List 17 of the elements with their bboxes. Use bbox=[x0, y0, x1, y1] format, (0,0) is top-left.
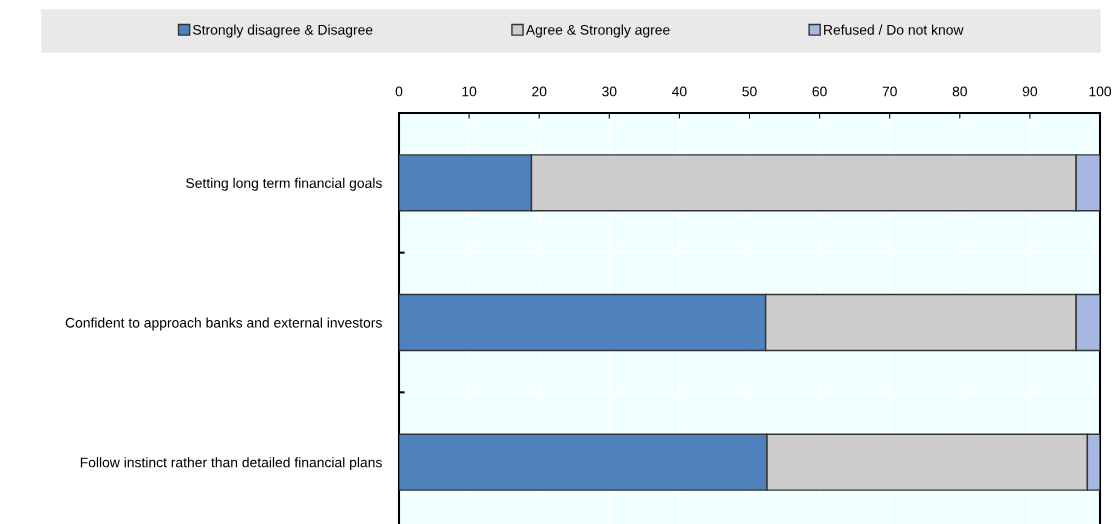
legend-label: Strongly disagree & Disagree bbox=[193, 24, 373, 38]
legend-label: Agree & Strongly agree bbox=[525, 24, 670, 38]
x-tick-label: 0 bbox=[395, 86, 403, 97]
y-tick-label: Setting long term financial goals bbox=[186, 177, 382, 191]
x-tick-label: 20 bbox=[532, 86, 547, 97]
x-tick-label: 50 bbox=[742, 86, 757, 97]
y-tick-label: Follow instinct rather than detailed financial plans bbox=[80, 457, 382, 471]
x-tick-label: 80 bbox=[952, 86, 967, 97]
x-tick-label: 10 bbox=[462, 86, 477, 97]
x-tick-label: 30 bbox=[602, 86, 617, 97]
legend-label: Refused / Do not know bbox=[824, 24, 964, 35]
x-tick-label: 70 bbox=[882, 86, 897, 97]
y-tick-label: Confident to approach banks and external investors bbox=[65, 317, 382, 331]
x-tick-label: 60 bbox=[812, 86, 827, 97]
x-tick-label: 100 bbox=[1089, 86, 1112, 97]
x-tick-label: 90 bbox=[1022, 86, 1038, 97]
x-tick-label: 40 bbox=[672, 86, 687, 97]
